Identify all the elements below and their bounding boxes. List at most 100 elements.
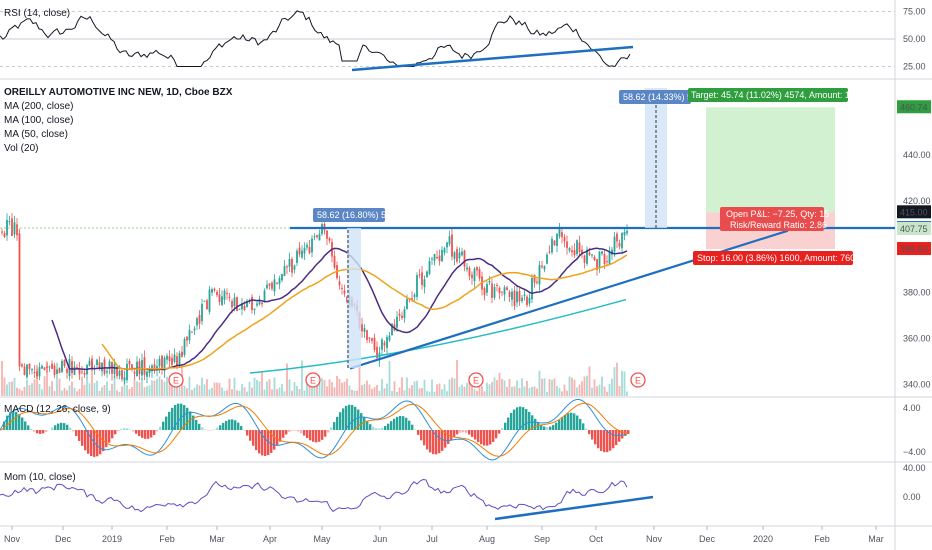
candle-body [433, 253, 436, 261]
volume-bar [1, 361, 3, 396]
macd-histogram-bar [237, 422, 240, 430]
candle-body [6, 220, 8, 236]
mom-tick-label: 0.00 [903, 492, 921, 502]
candle-body [306, 244, 308, 248]
macd-histogram-bar [594, 430, 597, 445]
volume-bar [571, 377, 573, 396]
volume-bar [73, 387, 76, 396]
macd-histogram-bar [519, 406, 522, 430]
macd-histogram-bar [534, 418, 537, 430]
macd-histogram-bar [51, 427, 54, 430]
volume-bar [243, 387, 246, 396]
candle-body [171, 357, 173, 365]
earnings-marker[interactable]: E [630, 372, 646, 388]
price-label: 415.00 [900, 207, 928, 217]
earnings-marker[interactable]: E [305, 372, 321, 388]
candle-body [213, 288, 216, 291]
volume-bar [473, 389, 476, 396]
macd-histogram-bar [441, 430, 444, 451]
volume-bar [448, 379, 451, 396]
rsi-tick-label: 75.00 [903, 7, 926, 17]
macd-histogram-bar [384, 426, 387, 430]
candle-body [466, 267, 468, 270]
macd-histogram-bar [120, 429, 123, 430]
candle-body [126, 363, 128, 381]
macd-histogram-bar [165, 416, 168, 430]
volume-bar [293, 382, 296, 396]
candle-body [473, 268, 476, 281]
candle-body [361, 324, 363, 332]
earnings-label: E [473, 376, 479, 386]
macd-histogram-bar [123, 428, 126, 430]
volume-bar [613, 367, 616, 396]
volume-bar [8, 381, 11, 396]
volume-bar [453, 378, 456, 396]
volume-bar [68, 385, 71, 396]
volume-bar [308, 381, 311, 396]
volume-bar [483, 391, 486, 396]
candle-body [18, 233, 21, 367]
price-label-bg [897, 242, 931, 256]
volume-bar [601, 376, 603, 396]
volume-bar [343, 381, 346, 396]
candle-body [618, 243, 621, 247]
volume-bar [576, 387, 578, 396]
candle-body [276, 282, 278, 284]
volume-bar [76, 391, 78, 396]
candle-body [116, 367, 118, 377]
earnings-marker[interactable]: E [468, 372, 484, 388]
candle-body [388, 335, 391, 341]
macd-histogram-bar [204, 429, 207, 430]
macd-histogram-bar [18, 414, 21, 430]
volume-bar [201, 377, 203, 396]
candle-body [313, 236, 316, 238]
macd-histogram-bar [540, 424, 543, 430]
volume-bar [393, 381, 396, 396]
volume-bar [461, 384, 463, 396]
volume-bar [368, 384, 371, 396]
pnl-label: Open P&L: −7.25, Qty: 15 [726, 209, 829, 219]
candle-body [511, 291, 513, 300]
candle-body [308, 246, 311, 254]
macd-histogram-bar [516, 407, 519, 430]
volume-bar [81, 376, 83, 396]
volume-bar [131, 386, 133, 396]
macd-histogram-bar [432, 430, 435, 455]
macd-histogram-bar [579, 418, 582, 430]
volume-bar [128, 389, 131, 396]
macd-histogram-bar [75, 430, 78, 436]
macd-histogram-bar [201, 427, 204, 430]
volume-bar [358, 366, 361, 396]
candle-body [576, 240, 578, 255]
price-tick-label: 420.00 [903, 196, 931, 206]
price-tick-label: 360.00 [903, 334, 931, 344]
macd-histogram-bar [225, 420, 228, 430]
candle-body [316, 235, 318, 238]
volume-bar [288, 379, 291, 396]
macd-histogram-bar [555, 422, 558, 430]
macd-histogram-bar [42, 430, 45, 434]
macd-histogram-bar [117, 430, 120, 432]
time-tick-label: Oct [589, 534, 604, 544]
volume-bar [381, 379, 383, 396]
candle-body [551, 238, 553, 253]
macd-histogram-bar [336, 416, 339, 430]
candle-body [21, 364, 23, 367]
volume-bar [106, 381, 108, 396]
volume-bar [301, 360, 303, 396]
macd-histogram-bar [288, 430, 291, 433]
volume-bar [123, 377, 126, 396]
volume-bar [28, 385, 31, 396]
volume-bar [366, 380, 368, 396]
volume-bar [241, 384, 243, 396]
earnings-marker[interactable]: E [168, 372, 184, 388]
volume-bar [231, 389, 233, 396]
volume-bar [463, 386, 466, 396]
time-tick-label: Dec [699, 534, 716, 544]
volume-bar [143, 387, 146, 396]
macd-histogram-bar [306, 430, 309, 439]
axes: 340.00360.00380.00400.00420.00440.00NovD… [4, 7, 931, 544]
macd-histogram-bar [183, 405, 186, 430]
momentum-line [0, 478, 628, 513]
